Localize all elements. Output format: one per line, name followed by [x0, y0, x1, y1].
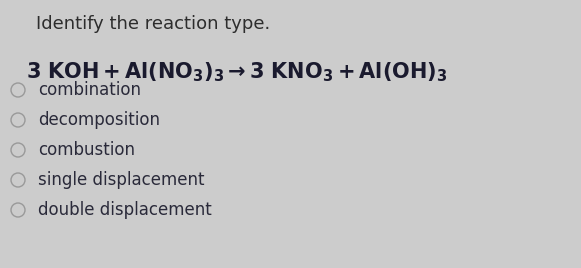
Text: combustion: combustion: [38, 141, 135, 159]
Text: double displacement: double displacement: [38, 201, 211, 219]
Text: $\mathbf{3\ KOH + Al(NO_3)_3 \rightarrow 3\ KNO_3 + Al(OH)_3}$: $\mathbf{3\ KOH + Al(NO_3)_3 \rightarrow…: [26, 60, 447, 84]
Text: combination: combination: [38, 81, 141, 99]
Text: single displacement: single displacement: [38, 171, 205, 189]
Text: decomposition: decomposition: [38, 111, 160, 129]
Text: Identify the reaction type.: Identify the reaction type.: [36, 15, 270, 33]
